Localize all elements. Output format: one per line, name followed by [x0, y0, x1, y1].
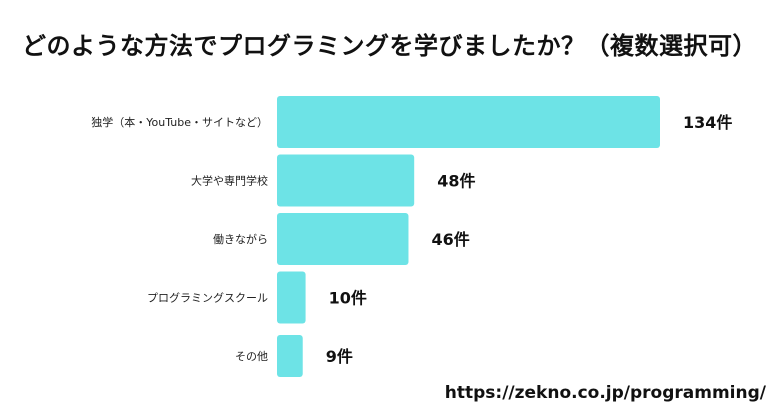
- category-label: プログラミングスクール: [147, 291, 268, 305]
- bar: [277, 96, 660, 148]
- bar: [277, 154, 415, 207]
- data-label: 9件: [326, 347, 353, 366]
- category-label: その他: [235, 350, 268, 363]
- chart-title: どのような方法でプログラミングを学びましたか？（複数選択可）: [22, 32, 757, 60]
- category-label: 働きながら: [213, 232, 268, 246]
- data-label: 46件: [431, 230, 469, 249]
- source-url[interactable]: https://zekno.co.jp/programming/: [444, 383, 766, 403]
- bar: [277, 213, 409, 265]
- data-label: 134件: [683, 113, 732, 132]
- data-label: 10件: [329, 289, 367, 308]
- category-label: 独学（本・YouTube・サイトなど）: [91, 115, 268, 129]
- category-label: 大学や専門学校: [191, 174, 268, 188]
- bar: [277, 271, 306, 324]
- data-label: 48件: [437, 172, 475, 191]
- bar: [277, 335, 303, 377]
